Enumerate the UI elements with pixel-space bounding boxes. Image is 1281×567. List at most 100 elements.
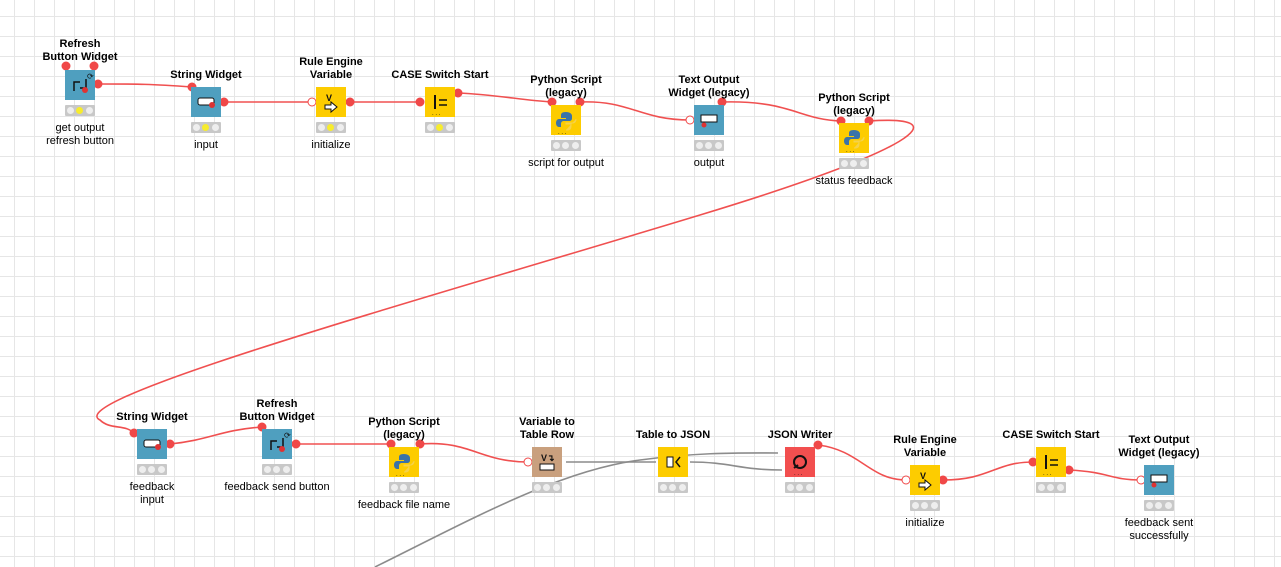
node-status-traffic-light xyxy=(191,122,221,133)
node-icon-box[interactable]: . . . xyxy=(551,105,581,135)
node-title: Refresh xyxy=(256,398,298,410)
connection[interactable] xyxy=(169,426,263,445)
flow-variable-port[interactable] xyxy=(453,88,463,98)
string-input-icon xyxy=(143,439,161,450)
node-title: Table to JSON xyxy=(635,429,711,441)
refresh-button-icon: ⟳ xyxy=(270,431,291,452)
svg-text:. . .: . . . xyxy=(1043,471,1052,477)
node-annotation[interactable]: initialize xyxy=(905,517,945,529)
node-title: String Widget xyxy=(170,69,242,81)
node-icon-box[interactable]: . . . xyxy=(785,447,815,477)
node-title: Rule Engine xyxy=(299,56,363,68)
node-title: Python Script xyxy=(530,74,602,86)
connection[interactable] xyxy=(96,119,915,434)
svg-text:. . .: . . . xyxy=(432,111,441,117)
flow-variable-port[interactable] xyxy=(307,97,317,107)
svg-text:⟳: ⟳ xyxy=(87,72,94,81)
node-title: Widget (legacy) xyxy=(668,87,750,99)
node-status-traffic-light xyxy=(425,122,455,133)
flow-variable-port[interactable] xyxy=(93,79,103,89)
flow-variable-port[interactable] xyxy=(938,475,948,485)
flow-variable-port[interactable] xyxy=(291,439,301,449)
flow-variable-port[interactable] xyxy=(165,439,175,449)
python-icon: . . . xyxy=(394,454,415,477)
node-title: CASE Switch Start xyxy=(1002,429,1100,441)
node-icon-box[interactable]: . . . xyxy=(839,123,869,153)
flow-variable-port[interactable] xyxy=(415,97,425,107)
node-status-traffic-light xyxy=(1144,500,1174,511)
node-title: Variable xyxy=(309,69,353,81)
svg-text:. . .: . . . xyxy=(846,148,855,153)
svg-text:V: V xyxy=(326,93,332,103)
node-icon-box[interactable] xyxy=(658,447,688,477)
connection[interactable] xyxy=(457,92,553,103)
connection[interactable] xyxy=(721,101,842,122)
flow-variable-port[interactable] xyxy=(813,440,823,450)
flow-variable-port[interactable] xyxy=(523,457,533,467)
node-title: Text Output xyxy=(1128,434,1190,446)
node-status-traffic-light xyxy=(839,158,869,169)
node-icon-box[interactable]: V↴ xyxy=(532,447,562,477)
node-title: Widget (legacy) xyxy=(1118,447,1200,459)
node-annotation[interactable]: refresh button xyxy=(46,135,114,147)
node-annotation[interactable]: script for output xyxy=(528,157,604,169)
variable-to-row-icon: V↴ xyxy=(539,453,555,471)
rule-engine-icon: V xyxy=(918,471,932,492)
node-icon-box[interactable] xyxy=(191,87,221,117)
node-title: Python Script xyxy=(368,416,440,428)
node-status-traffic-light xyxy=(65,105,95,116)
flow-variable-port[interactable] xyxy=(345,97,355,107)
node-annotation[interactable]: input xyxy=(140,494,164,506)
node-annotation[interactable]: feedback sent successfully xyxy=(1124,517,1194,542)
connection[interactable] xyxy=(97,83,193,88)
connection[interactable] xyxy=(817,444,907,481)
json-writer-icon: . . . xyxy=(793,455,807,477)
svg-text:. . .: . . . xyxy=(794,471,803,477)
text-output-icon xyxy=(700,114,718,128)
node-annotation[interactable]: status feedback xyxy=(815,175,893,187)
node-annotation[interactable]: initialize xyxy=(311,139,351,151)
node-status-traffic-light xyxy=(658,482,688,493)
node-annotation[interactable]: feedback send button xyxy=(224,481,330,493)
connection[interactable] xyxy=(419,442,529,463)
data-connection[interactable] xyxy=(374,452,779,567)
node-title: Button Widget xyxy=(239,411,315,423)
flow-variable-port[interactable] xyxy=(901,475,911,485)
node-icon-box[interactable]: ⟳ xyxy=(65,70,95,100)
node-icon-box[interactable]: . . . xyxy=(1036,447,1066,477)
node-status-traffic-light xyxy=(262,464,292,475)
data-connection[interactable] xyxy=(689,461,783,471)
node-icon-box[interactable] xyxy=(1144,465,1174,495)
node-status-traffic-light xyxy=(694,140,724,151)
connection[interactable] xyxy=(1068,469,1142,481)
svg-text:⟳: ⟳ xyxy=(284,431,291,440)
node-annotation[interactable]: get output xyxy=(55,122,105,134)
node-annotation[interactable]: feedback file name xyxy=(357,499,451,511)
flow-variable-port[interactable] xyxy=(415,439,425,449)
rule-engine-icon: V xyxy=(324,93,338,114)
python-icon: . . . xyxy=(844,130,865,153)
node-icon-box[interactable]: V xyxy=(316,87,346,117)
switch-icon: . . . xyxy=(432,95,447,117)
node-status-traffic-light xyxy=(532,482,562,493)
node-title: Rule Engine xyxy=(893,434,957,446)
node-title: (legacy) xyxy=(833,105,875,117)
node-status-traffic-light xyxy=(389,482,419,493)
node-annotation[interactable]: feedback xyxy=(129,481,175,493)
node-icon-box[interactable] xyxy=(694,105,724,135)
node-annotation[interactable]: output xyxy=(693,157,725,169)
connection[interactable] xyxy=(579,101,691,121)
node-icon-box[interactable]: . . . xyxy=(389,447,419,477)
node-icon-box[interactable]: ⟳ xyxy=(262,429,292,459)
connection[interactable] xyxy=(942,461,1034,481)
svg-text:V: V xyxy=(920,471,926,481)
node-icon-box[interactable]: . . . xyxy=(425,87,455,117)
flow-variable-port[interactable] xyxy=(685,115,695,125)
flow-variable-port[interactable] xyxy=(219,97,229,107)
node-status-traffic-light xyxy=(910,500,940,511)
node-icon-box[interactable] xyxy=(137,429,167,459)
node-annotation[interactable]: input xyxy=(194,139,218,151)
flow-variable-port[interactable] xyxy=(1064,465,1074,475)
string-input-icon xyxy=(197,97,215,108)
node-icon-box[interactable]: V xyxy=(910,465,940,495)
